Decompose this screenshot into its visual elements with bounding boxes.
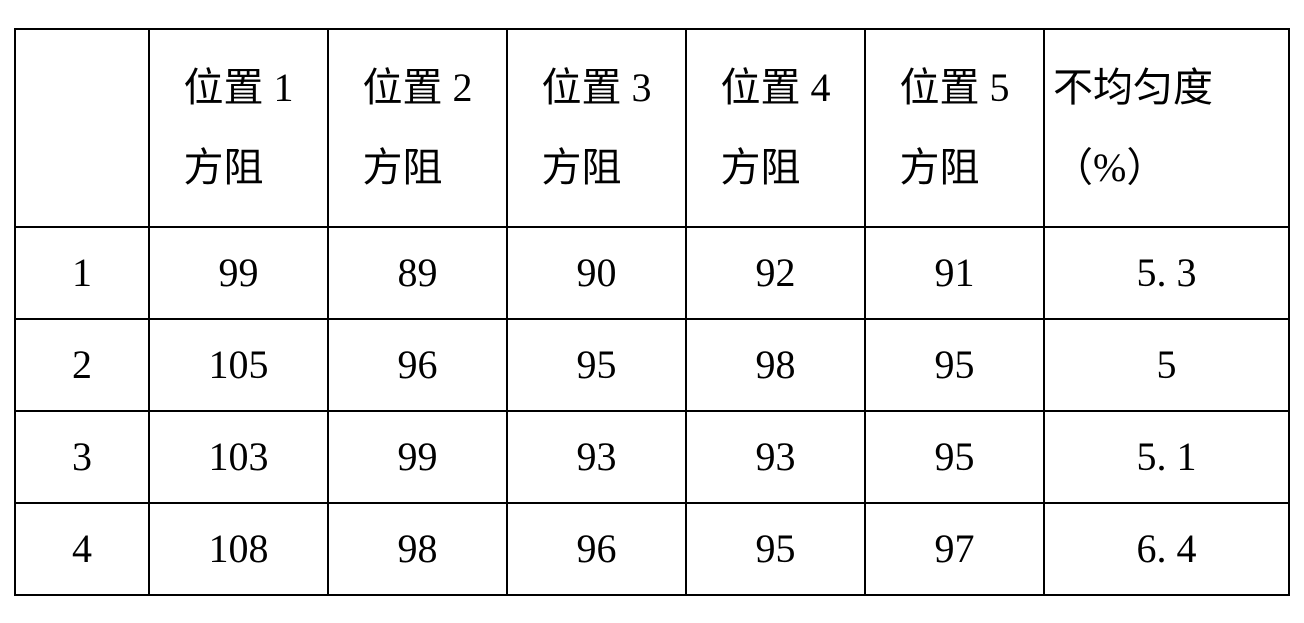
cell-value: 5. 3 (1137, 250, 1197, 295)
cell-value: 105 (209, 342, 269, 387)
cell-value: 89 (398, 250, 438, 295)
cell-value: 99 (398, 434, 438, 479)
table-header-blank (15, 29, 149, 227)
cell-value: 5. 1 (1137, 434, 1197, 479)
cell-value: 2 (72, 342, 92, 387)
table-row: 1 99 89 90 92 91 5. 3 (15, 227, 1289, 319)
cell-value: 95 (935, 434, 975, 479)
data-cell: 96 (507, 503, 686, 595)
header-label: 不均匀度（%） (1053, 48, 1280, 208)
cell-value: 91 (935, 250, 975, 295)
row-index-cell: 1 (15, 227, 149, 319)
cell-value: 95 (577, 342, 617, 387)
data-cell: 92 (686, 227, 865, 319)
data-cell: 5. 3 (1044, 227, 1289, 319)
row-index-cell: 4 (15, 503, 149, 595)
data-cell: 103 (149, 411, 328, 503)
data-cell: 95 (686, 503, 865, 595)
table-row: 2 105 96 95 98 95 5 (15, 319, 1289, 411)
table-header-pos1: 位置 1方阻 (149, 29, 328, 227)
data-cell: 105 (149, 319, 328, 411)
data-cell: 99 (149, 227, 328, 319)
table-header-pos4: 位置 4方阻 (686, 29, 865, 227)
table-row: 3 103 99 93 93 95 5. 1 (15, 411, 1289, 503)
table-header-pos2: 位置 2方阻 (328, 29, 507, 227)
data-cell: 89 (328, 227, 507, 319)
data-cell: 5 (1044, 319, 1289, 411)
cell-value: 93 (756, 434, 796, 479)
data-cell: 95 (507, 319, 686, 411)
cell-value: 99 (219, 250, 259, 295)
cell-value: 103 (209, 434, 269, 479)
cell-value: 95 (756, 526, 796, 571)
cell-value: 96 (398, 342, 438, 387)
data-cell: 6. 4 (1044, 503, 1289, 595)
data-cell: 98 (686, 319, 865, 411)
table-header-row: 位置 1方阻 位置 2方阻 位置 3方阻 位置 4方阻 位置 5方阻 不均匀度（… (15, 29, 1289, 227)
cell-value: 95 (935, 342, 975, 387)
data-cell: 97 (865, 503, 1044, 595)
header-label: 位置 2方阻 (363, 48, 473, 208)
table-header-pos3: 位置 3方阻 (507, 29, 686, 227)
row-index-cell: 2 (15, 319, 149, 411)
cell-value: 3 (72, 434, 92, 479)
data-cell: 95 (865, 319, 1044, 411)
cell-value: 97 (935, 526, 975, 571)
table-header-nonuniformity: 不均匀度（%） (1044, 29, 1289, 227)
cell-value: 92 (756, 250, 796, 295)
data-cell: 95 (865, 411, 1044, 503)
cell-value: 6. 4 (1137, 526, 1197, 571)
cell-value: 108 (209, 526, 269, 571)
data-cell: 108 (149, 503, 328, 595)
cell-value: 90 (577, 250, 617, 295)
table-row: 4 108 98 96 95 97 6. 4 (15, 503, 1289, 595)
cell-value: 1 (72, 250, 92, 295)
data-cell: 5. 1 (1044, 411, 1289, 503)
data-cell: 90 (507, 227, 686, 319)
data-cell: 93 (507, 411, 686, 503)
data-cell: 91 (865, 227, 1044, 319)
data-cell: 99 (328, 411, 507, 503)
header-label: 位置 5方阻 (900, 48, 1010, 208)
header-label: 位置 3方阻 (542, 48, 652, 208)
row-index-cell: 3 (15, 411, 149, 503)
header-label: 位置 4方阻 (721, 48, 831, 208)
cell-value: 93 (577, 434, 617, 479)
table-body: 1 99 89 90 92 91 5. 3 2 105 96 95 98 95 … (15, 227, 1289, 595)
cell-value: 96 (577, 526, 617, 571)
cell-value: 4 (72, 526, 92, 571)
data-cell: 93 (686, 411, 865, 503)
data-cell: 98 (328, 503, 507, 595)
table-header-pos5: 位置 5方阻 (865, 29, 1044, 227)
data-cell: 96 (328, 319, 507, 411)
header-label: 位置 1方阻 (184, 48, 294, 208)
cell-value: 5 (1157, 342, 1177, 387)
sheet-resistance-table: 位置 1方阻 位置 2方阻 位置 3方阻 位置 4方阻 位置 5方阻 不均匀度（… (14, 28, 1290, 596)
cell-value: 98 (756, 342, 796, 387)
cell-value: 98 (398, 526, 438, 571)
